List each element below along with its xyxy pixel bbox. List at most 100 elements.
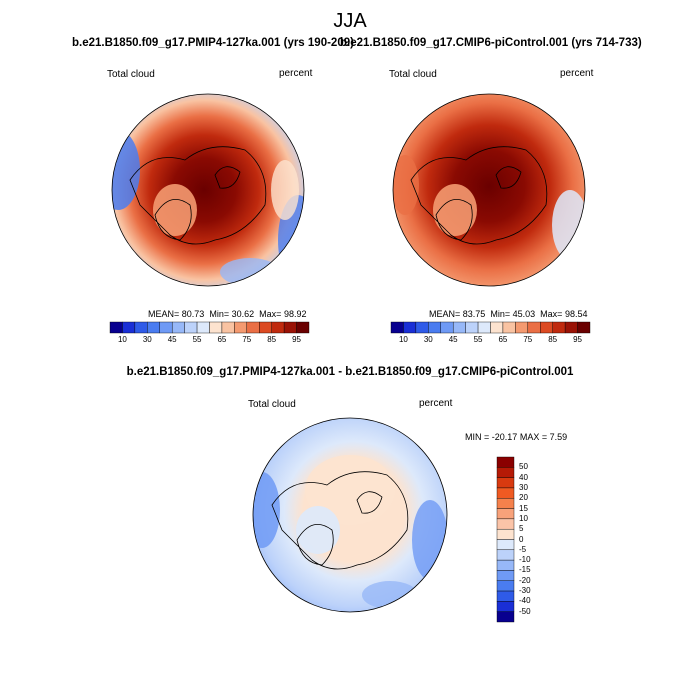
panel-3-colorbar-tick-label: -20: [519, 575, 531, 585]
panel-1-colorbar-swatch: [259, 321, 272, 334]
panel-3-colorbar-swatch: [496, 539, 515, 551]
panel-1-max-value: 98.92: [283, 309, 307, 319]
panel-3-variable-label: Total cloud: [248, 399, 296, 410]
panel-2-units-label: percent: [560, 68, 594, 79]
panel-2-coastlines: [410, 146, 548, 245]
panel-3-colorbar-tick-label: -10: [519, 555, 531, 565]
panel-2-colorbar-swatch: [490, 321, 504, 334]
panel-2-min-label: Min=: [490, 309, 511, 319]
panel-1-map-field: [112, 94, 304, 286]
panel-2-greenland-region: [433, 184, 477, 236]
panel-1-colorbar-tick-label: 85: [267, 335, 277, 344]
panel-2-max-label: Max=: [540, 309, 563, 319]
panel-2-colorbar-swatch: [515, 321, 529, 334]
panel-1-colorbar-tick-label: 55: [192, 335, 202, 344]
panel-3-colorbar-swatch: [496, 487, 515, 499]
panel-3-min-label: MIN =: [465, 432, 490, 442]
panel-1-low-cloud-west: [112, 130, 140, 210]
panel-1-colorbar-tick-label: 30: [142, 335, 152, 344]
panel-3-positive-center: [305, 455, 395, 525]
panel-2-colorbar-tick-label: 10: [398, 335, 408, 344]
panel-2-colorbar-swatch: [403, 321, 417, 334]
panel-3-colorbar-swatch: [496, 508, 515, 520]
panel-2-variable-label: Total cloud: [389, 69, 437, 80]
panel-3-colorbar-tick-label: -15: [519, 565, 531, 575]
panel-2-colorbar-swatch: [440, 321, 454, 334]
panel-1-min-label: Min=: [209, 309, 230, 319]
panel-2-west-band: [393, 155, 419, 215]
panel-1-min-value: 30.62: [231, 309, 255, 319]
panel-1-colorbar-tick-label: 45: [167, 335, 177, 344]
panel-3-colorbar-swatch: [496, 559, 515, 571]
panel-3-min-value: -20.17: [491, 432, 518, 442]
panel-3-colorbar-swatch: [496, 590, 515, 602]
panel-2-colorbar-swatch: [564, 321, 578, 334]
panel-2-colorbar-swatch: [415, 321, 429, 334]
panel-1-colorbar-tick-label: 10: [117, 335, 127, 344]
panel-1-colorbar-swatch: [109, 321, 123, 334]
panel-1-colorbar-swatch: [159, 321, 173, 334]
panel-1-colorbar-tick-label: 65: [217, 335, 227, 344]
panel-3-colorbar-tick-label: 50: [519, 462, 528, 472]
panel-1-greenland-region: [153, 184, 197, 236]
panel-1-colorbar-swatch: [283, 321, 297, 334]
panel-1-variable-label: Total cloud: [107, 69, 155, 80]
panel-3-colorbar-swatch: [496, 467, 515, 478]
panel-2-colorbar-tick-label: 30: [423, 335, 433, 344]
panel-2-title: b.e21.B1850.f09_g17.CMIP6-piControl.001 …: [340, 37, 642, 49]
panel-1-map: [111, 93, 305, 287]
panel-1-colorbar-swatch: [184, 321, 198, 334]
figure-title: JJA: [333, 10, 367, 32]
panel-2-colorbar-swatch: [552, 321, 566, 334]
panel-3-colorbar-tick-label: -50: [519, 606, 531, 616]
panel-3-map: [252, 417, 448, 613]
panel-2-colorbar-tick-label: 65: [498, 335, 508, 344]
panel-3-colorbar-swatch: [496, 549, 515, 561]
panel-1-colorbar-swatch: [271, 321, 285, 334]
panel-3-coastlines: [271, 471, 409, 570]
panel-2-colorbar-swatch: [577, 321, 591, 334]
panel-3-colorbar-tick-label: 0: [519, 534, 524, 544]
panel-3-colorbar-swatch: [496, 498, 515, 509]
panel-2-colorbar-swatch: [428, 321, 441, 334]
panel-3-colorbar-swatch: [496, 570, 515, 581]
panel-1-colorbar-swatch: [234, 321, 248, 334]
panel-1-coastlines: [129, 146, 267, 245]
panel-3-colorbar-tick-label: -30: [519, 586, 531, 596]
panel-2-colorbar-swatch: [527, 321, 541, 334]
panel-3-colorbar-swatch: [496, 528, 515, 540]
panel-3-negative-greenland: [296, 506, 340, 554]
panel-3-negative-west: [253, 472, 280, 548]
panel-1-colorbar-swatch: [122, 321, 136, 334]
panel-1-stats: MEAN= 80.73 Min= 30.62 Max= 98.92: [148, 309, 306, 319]
panel-3-colorbar-swatch: [496, 580, 515, 592]
panel-2-colorbar-swatch: [477, 321, 491, 334]
panel-2-mean-value: 83.75: [462, 309, 486, 319]
panel-2-low-cloud-southeast: [552, 190, 585, 260]
panel-3-title: b.e21.B1850.f09_g17.PMIP4-127ka.001 - b.…: [126, 366, 574, 378]
panel-1-colorbar-tick-label: 75: [242, 335, 252, 344]
panel-1-colorbar-swatch: [171, 321, 185, 334]
panel-1-colorbar-swatch: [296, 321, 310, 334]
panel-3-colorbar-tick-label: 15: [519, 503, 528, 513]
panel-3-units-label: percent: [419, 398, 453, 409]
panel-3-colorbar-tick-label: -5: [519, 544, 527, 554]
panel-1-colorbar-swatch: [221, 321, 235, 334]
panel-1-colorbar-tick-label: 95: [292, 335, 302, 344]
panel-1-map-border: [111, 93, 305, 287]
panel-3-colorbar-tick-label: 5: [519, 524, 524, 534]
panel-2-colorbar-tick-label: 55: [473, 335, 483, 344]
panel-3-max-label: MAX =: [519, 432, 548, 442]
panel-1-colorbar-swatch: [209, 321, 223, 334]
panel-2-colorbar-swatch: [502, 321, 516, 334]
panel-3-colorbar-swatch: [496, 611, 515, 623]
panel-1-title: b.e21.B1850.f09_g17.PMIP4-127ka.001 (yrs…: [72, 37, 354, 49]
panel-3-map-border: [252, 417, 448, 613]
panel-2-colorbar-tick-label: 45: [448, 335, 458, 344]
panel-1-colorbar-swatch: [196, 321, 210, 334]
panel-1-colorbar-swatch: [147, 321, 160, 334]
panel-2-colorbar-tick-label: 85: [548, 335, 558, 344]
panel-2-colorbar-swatch: [465, 321, 479, 334]
panel-3-colorbar-tick-label: 20: [519, 493, 528, 503]
